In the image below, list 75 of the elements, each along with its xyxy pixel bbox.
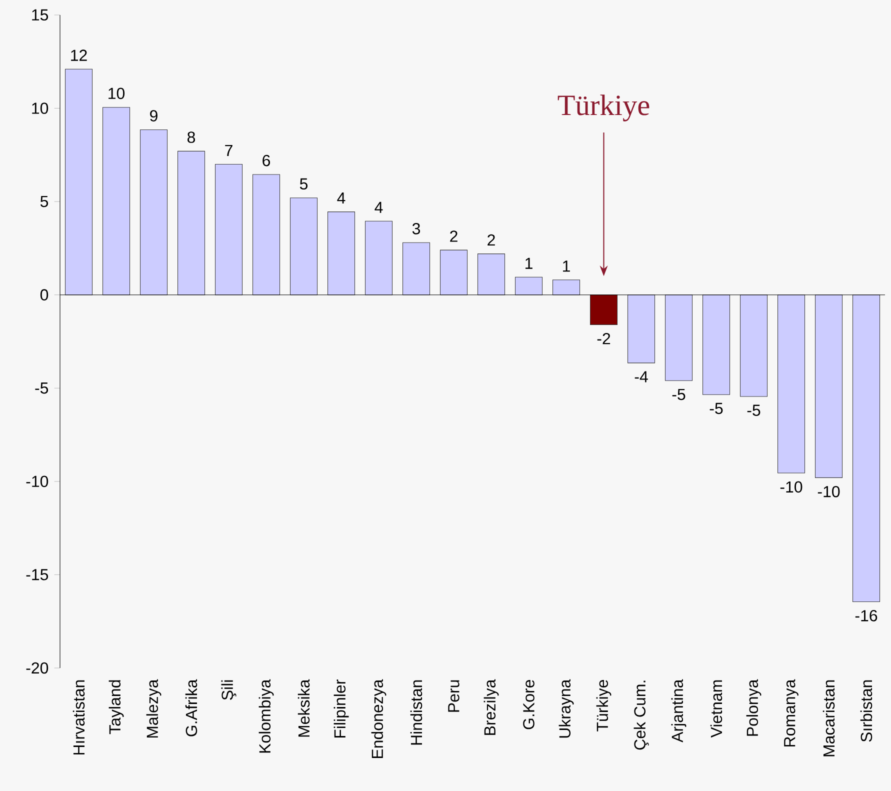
- data-label: -10: [818, 486, 840, 498]
- bar: [177, 150, 206, 296]
- x-tick-label: Şili: [221, 680, 236, 700]
- bar: [140, 129, 168, 296]
- data-label: 12: [71, 50, 87, 61]
- bar: [64, 68, 93, 296]
- y-tick-label: -10: [26, 476, 48, 488]
- bar: [702, 294, 730, 395]
- bar: [252, 174, 280, 296]
- x-tick-label: G.Afrika: [185, 679, 198, 736]
- y-tick-label: 5: [40, 196, 48, 208]
- bar: [852, 294, 880, 602]
- x-tick-label: G.Kore: [523, 680, 534, 730]
- data-label: -5: [710, 402, 723, 414]
- x-tick-label: Türkiye: [596, 680, 612, 732]
- x-tick-label: Vietnam: [710, 680, 722, 738]
- data-label: -5: [672, 388, 686, 400]
- data-label: 1: [563, 260, 570, 272]
- y-tick-label: -20: [26, 662, 48, 674]
- data-label: 3: [412, 223, 420, 234]
- bar: [664, 294, 693, 381]
- x-tick-label: Meksika: [298, 679, 310, 737]
- bar: [327, 212, 356, 296]
- y-tick-label: 10: [32, 102, 48, 114]
- bar: [552, 280, 580, 296]
- data-label: 10: [108, 88, 125, 100]
- x-tick-label: Tayland: [108, 680, 124, 734]
- x-tick-label: Filipinler: [334, 680, 349, 738]
- bar: [514, 276, 543, 296]
- x-tick-label: Polonya: [746, 679, 762, 736]
- bar: [102, 107, 130, 296]
- data-label: -4: [634, 371, 648, 382]
- y-tick-label: 15: [32, 9, 48, 21]
- x-tick-label: Romanya: [784, 679, 798, 746]
- y-tick-label: 0: [40, 289, 48, 300]
- x-tick-label: Peru: [448, 680, 460, 712]
- bar: [402, 242, 430, 296]
- bar: [777, 294, 806, 474]
- x-tick-label: Hırvatistan: [72, 680, 85, 754]
- x-tick-label: Arjantina: [671, 679, 686, 742]
- y-tick-label: -15: [26, 569, 48, 580]
- data-label: -16: [855, 610, 878, 622]
- data-label: 6: [262, 154, 270, 166]
- x-tick-label: Macaristan: [822, 680, 835, 756]
- bar: [814, 294, 843, 478]
- x-tick-label: Sırbistan: [860, 680, 872, 742]
- data-label: 4: [337, 192, 346, 204]
- y-tick-label: -5: [35, 382, 48, 394]
- bar: [214, 164, 243, 296]
- data-label: 2: [488, 234, 495, 246]
- bar: [477, 254, 506, 296]
- data-label: 4: [374, 202, 383, 213]
- bar: [290, 198, 318, 296]
- bar: [590, 294, 618, 325]
- data-label: 2: [450, 230, 458, 242]
- x-tick-label: Çek Cum.: [634, 680, 649, 750]
- bar: [740, 294, 768, 397]
- data-label: 5: [300, 178, 308, 190]
- bar: [364, 220, 393, 296]
- data-label: -5: [747, 404, 760, 416]
- x-tick-label: Hindistan: [410, 680, 422, 745]
- data-label: 1: [526, 258, 532, 269]
- x-tick-label: Ukrayna: [558, 679, 574, 738]
- bar: [627, 294, 656, 364]
- x-tick-label: Endonezya: [371, 679, 386, 758]
- data-label: 9: [150, 110, 158, 122]
- data-label: -10: [780, 481, 802, 493]
- data-label: 7: [225, 144, 232, 156]
- data-label: 8: [188, 132, 196, 143]
- x-tick-label: Brezilya: [484, 679, 499, 735]
- data-label: -2: [597, 332, 610, 344]
- x-tick-label: Malezya: [146, 679, 162, 738]
- bar: [440, 250, 468, 296]
- annotation: Türkiye: [558, 94, 650, 122]
- x-tick-label: Kolombiya: [258, 679, 274, 753]
